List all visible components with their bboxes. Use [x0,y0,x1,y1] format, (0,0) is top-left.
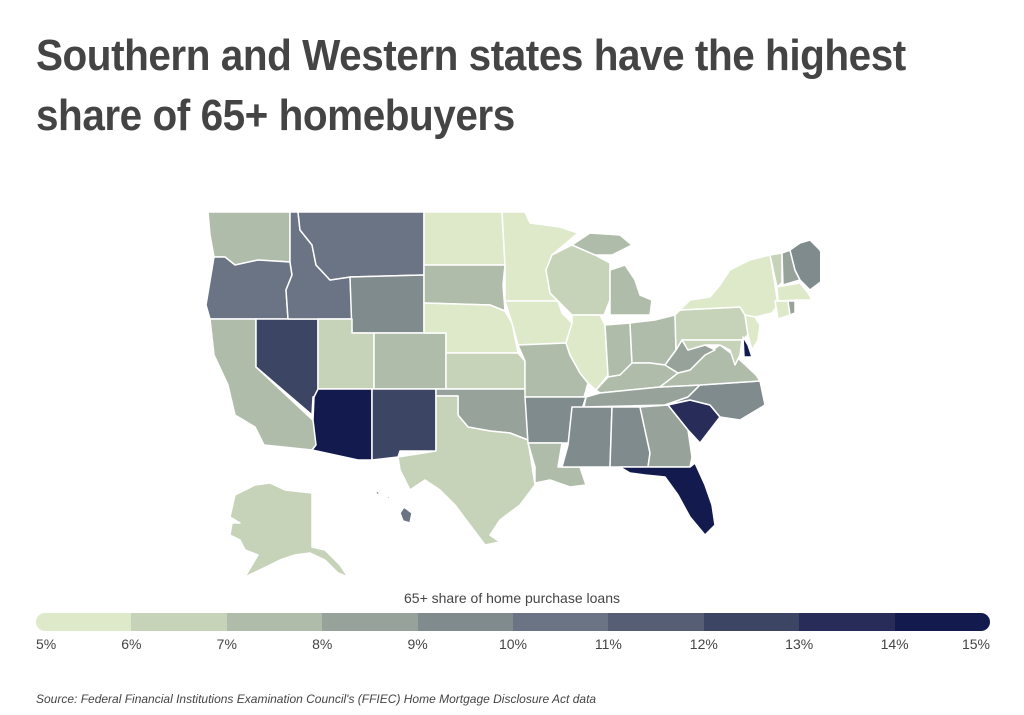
legend-tick: 9% [407,636,428,652]
legend-bin-11-12 [608,613,704,631]
legend-tick: 13% [785,636,814,652]
legend-tick-labels: 5% 6% 7% 8% 9% 10% 11% 12% 13% 14% 15% [36,636,990,654]
legend-bin-12-13 [703,613,800,631]
legend-title: 65+ share of home purchase loans [404,590,620,606]
state-TX [397,395,536,546]
legend-bin-5-6 [36,613,132,631]
state-NY [679,254,779,318]
legend-tick: 5% [36,636,57,652]
legend-bin-9-10 [417,613,514,631]
state-HI [364,484,413,524]
us-choropleth-map [200,205,820,585]
state-KS [445,352,526,390]
state-AZ [311,388,373,461]
source-note: Source: Federal Financial Institutions E… [36,692,597,706]
state-AK [229,482,349,578]
legend-tick: 6% [121,636,142,652]
state-MD [681,339,743,366]
state-OR [205,256,293,320]
state-OH [629,314,677,366]
state-MI [571,232,653,316]
legend-bin-8-9 [322,613,418,631]
legend-tick: 10% [498,636,528,652]
state-NM [371,388,437,461]
state-ME [789,239,820,291]
legend-tick: 15% [961,636,990,652]
legend-tick: 11% [594,636,622,652]
legend-tick: 14% [880,636,909,652]
legend-tick: 12% [689,636,718,652]
state-VT [769,252,783,288]
state-IL [565,314,609,391]
state-CO [373,332,447,390]
legend-color-scale [36,613,990,631]
legend-bin-6-7 [131,613,227,631]
legend-tick: 7% [216,636,237,652]
chart-title: Southern and Western states have the hig… [36,31,906,140]
state-RI [787,300,796,316]
state-ND [423,211,506,266]
legend-bin-13-14 [799,613,895,631]
state-WY [349,274,425,334]
state-DE [742,336,753,358]
state-LA [527,442,587,488]
legend-tick: 8% [312,636,333,652]
legend-bin-14-15 [894,613,990,631]
state-FL [619,462,716,536]
legend-bin-10-11 [513,613,609,631]
legend-bin-7-8 [226,613,323,631]
state-NC [664,380,766,421]
